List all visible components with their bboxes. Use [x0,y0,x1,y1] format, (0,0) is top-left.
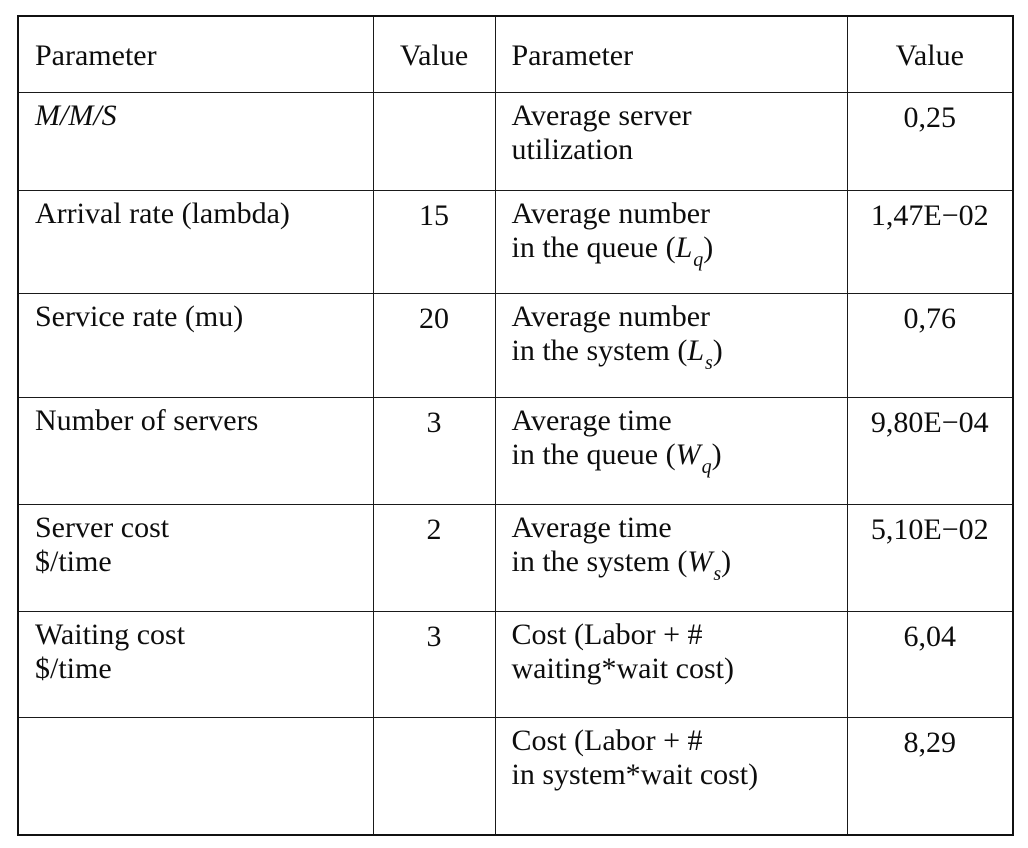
table-row: Number of servers 3 Average time in the … [17,396,1014,505]
table-row: Cost (Labor + # in system*wait cost) 8,2… [17,716,1014,836]
left-parameter-line: Server cost [35,510,170,544]
right-parameter-line-text: in the queue ( [511,230,676,264]
right-value-cell: 6,04 [846,610,1014,718]
right-parameter-line: Cost (Labor + # [511,723,703,757]
table-row: Service rate (mu) 20 Average number in t… [17,292,1014,398]
right-value-cell: 0,76 [846,292,1014,398]
right-parameter-line: Average time [511,403,672,437]
right-value-cell: 9,80E−04 [846,396,1014,505]
left-parameter-cell: Number of servers [17,396,374,505]
left-parameter-line: Number of servers [35,403,259,437]
right-parameter-cell: Average time in the system (Ws) [494,503,848,612]
right-parameter-line-symbol: in the system (Ls) [511,333,837,374]
math-subscript: q [701,455,712,478]
left-parameter-line: Service rate (mu) [35,299,244,333]
left-parameter-cell [17,716,374,836]
left-parameter-cell: M/M/S [17,91,374,191]
math-symbol: L [675,230,693,264]
right-parameter-line: waiting*wait cost) [511,651,734,685]
right-parameter-line: Average server [511,98,692,132]
right-parameter-cell: Average number in the system (Ls) [494,292,848,398]
right-parameter-cell: Average number in the queue (Lq) [494,189,848,294]
right-parameter-cell: Cost (Labor + # waiting*wait cost) [494,610,848,718]
math-symbol: L [687,333,704,367]
right-parameter-line: Cost (Labor + # [511,617,703,651]
math-subscript: q [693,248,704,271]
left-parameter-line: $/time [35,651,112,685]
right-parameter-line: in system*wait cost) [511,757,759,791]
header-right-value: Value [846,15,1014,93]
math-symbol: W [687,544,713,578]
header-right-parameter: Parameter [494,15,848,93]
right-value-cell: 5,10E−02 [846,503,1014,612]
left-value-cell: 20 [372,292,496,398]
left-value-cell: 15 [372,189,496,294]
left-parameter-line: Waiting cost [35,617,186,651]
right-parameter-line-symbol: in the queue (Wq) [511,437,837,478]
right-parameter-line-symbol: in the queue (Lq) [511,230,837,271]
left-parameter-line: Arrival rate (lambda) [35,196,290,230]
table-row: Waiting cost $/time 3 Cost (Labor + # wa… [17,610,1014,718]
math-symbol: W [675,437,701,471]
left-parameter-cell: Waiting cost $/time [17,610,374,718]
model-label: M/M/S [35,98,117,132]
right-parameter-line: Average time [511,510,672,544]
queue-results-table: Parameter Value Parameter Value M/M/S Av… [17,15,1014,836]
left-parameter-cell: Service rate (mu) [17,292,374,398]
math-subscript: s [713,562,722,585]
right-parameter-cell: Cost (Labor + # in system*wait cost) [494,716,848,836]
right-value-cell: 8,29 [846,716,1014,836]
left-value-cell: 3 [372,396,496,505]
table-header-row: Parameter Value Parameter Value [17,15,1014,93]
left-value-cell [372,716,496,836]
left-parameter-cell: Server cost $/time [17,503,374,612]
right-parameter-line: Average number [511,196,711,230]
right-parameter-line: Average number [511,299,711,333]
close-paren: ) [703,230,714,264]
right-value-cell: 0,25 [846,91,1014,191]
header-left-value: Value [372,15,496,93]
right-parameter-cell: Average server utilization [494,91,848,191]
math-subscript: s [705,351,713,374]
right-parameter-line: utilization [511,132,634,166]
table-row: Server cost $/time 2 Average time in the… [17,503,1014,612]
right-parameter-cell: Average time in the queue (Wq) [494,396,848,505]
close-paren: ) [712,333,723,367]
close-paren: ) [721,544,732,578]
right-parameter-line-text: in the system ( [511,544,688,578]
table-row: Arrival rate (lambda) 15 Average number … [17,189,1014,294]
right-parameter-line-text: in the queue ( [511,437,676,471]
left-parameter-line: $/time [35,544,112,578]
right-parameter-line-text: in the system ( [511,333,688,367]
left-value-cell: 3 [372,610,496,718]
header-left-parameter: Parameter [17,15,374,93]
left-parameter-cell: Arrival rate (lambda) [17,189,374,294]
left-value-cell: 2 [372,503,496,612]
left-value-cell [372,91,496,191]
table-row: M/M/S Average server utilization 0,25 [17,91,1014,191]
close-paren: ) [711,437,722,471]
right-parameter-line-symbol: in the system (Ws) [511,544,837,585]
right-value-cell: 1,47E−02 [846,189,1014,294]
